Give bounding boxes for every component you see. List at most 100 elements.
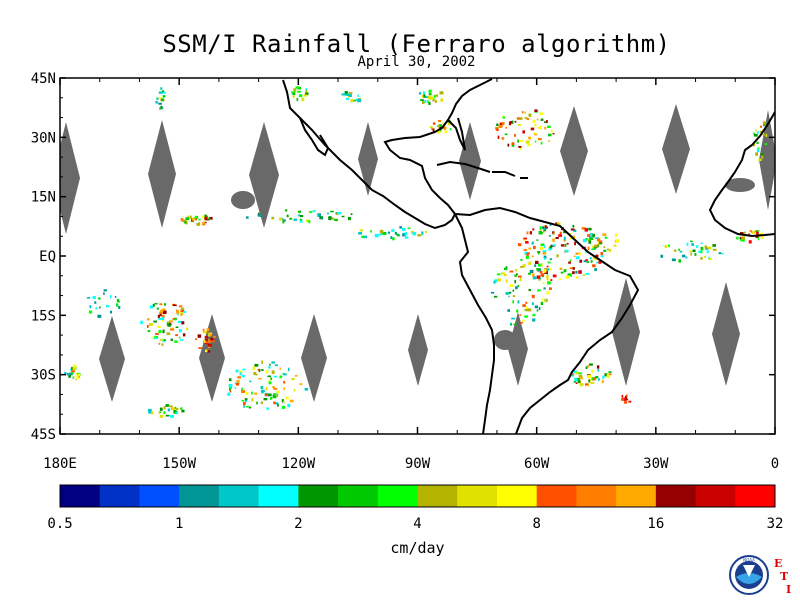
rain-pixel	[203, 331, 206, 333]
rain-pixel	[558, 278, 562, 280]
rain-pixel	[245, 391, 249, 396]
rain-pixel	[291, 378, 295, 381]
no-data-swath	[759, 110, 775, 210]
rain-pixel	[168, 405, 173, 408]
rain-pixel	[585, 383, 589, 386]
rain-pixel	[194, 215, 199, 219]
rain-pixel	[175, 334, 178, 337]
rain-pixel	[103, 292, 105, 295]
rain-pixel	[501, 115, 504, 117]
rain-pixel	[160, 98, 165, 102]
rain-pixel	[534, 124, 537, 127]
rain-pixel	[283, 380, 286, 384]
rain-pixel	[756, 231, 758, 235]
rain-pixel	[511, 142, 515, 146]
rain-pixel	[149, 323, 153, 326]
rain-pixel	[272, 386, 276, 389]
no-data-swath	[60, 122, 80, 234]
rain-pixel	[287, 367, 290, 372]
rain-pixel	[236, 380, 240, 384]
rain-pixel	[601, 379, 604, 384]
rain-pixel	[291, 91, 295, 94]
rain-pixel	[254, 363, 259, 367]
rain-pixel	[241, 387, 243, 390]
rain-pixel	[508, 291, 512, 294]
colorbar-swatch	[179, 485, 220, 507]
rain-pixel	[764, 143, 768, 145]
rain-pixel	[359, 229, 364, 232]
rain-pixel	[497, 278, 501, 282]
rain-pixel	[671, 258, 676, 262]
rain-pixel	[77, 373, 81, 377]
rain-pixel	[533, 318, 536, 322]
lat-label: 45N	[31, 71, 56, 87]
rain-pixel	[174, 340, 178, 343]
rain-pixel	[552, 244, 556, 247]
rain-pixel	[568, 261, 571, 264]
rain-pixel	[582, 274, 586, 276]
rain-pixel	[391, 229, 395, 232]
rain-pixel	[195, 338, 197, 341]
rain-pixel	[765, 133, 768, 137]
rain-pixel	[341, 93, 346, 96]
rain-pixel	[286, 396, 289, 400]
rain-pixel	[299, 220, 303, 223]
rain-pixel	[520, 322, 523, 324]
rain-pixel	[542, 281, 545, 285]
rain-pixel	[531, 255, 534, 258]
rain-pixel	[546, 226, 548, 229]
rain-pixel	[536, 118, 539, 121]
rain-pixel	[504, 133, 508, 136]
rain-pixel	[159, 311, 163, 315]
rain-pixel	[353, 99, 357, 102]
rain-pixel	[741, 236, 745, 240]
rain-pixel	[381, 233, 384, 235]
rain-pixel	[404, 236, 409, 239]
rain-pixel	[229, 387, 231, 391]
rain-pixel	[517, 139, 519, 143]
rain-pixel	[493, 280, 496, 284]
rain-pixel	[587, 234, 591, 237]
rain-pixel	[421, 231, 424, 235]
rain-pixel	[118, 306, 121, 309]
rain-pixel	[594, 246, 598, 249]
rain-pixel	[273, 388, 278, 390]
rain-pixel	[165, 404, 169, 407]
rain-pixel	[205, 342, 208, 345]
rain-pixel	[243, 404, 245, 408]
rain-pixel	[211, 340, 215, 343]
rain-pixel	[181, 409, 185, 413]
lon-label: 90W	[405, 456, 431, 472]
rain-pixel	[520, 266, 524, 268]
rain-pixel	[674, 249, 677, 252]
rain-pixel	[346, 93, 350, 96]
rain-pixel	[72, 367, 77, 371]
rain-pixel	[404, 232, 408, 236]
rain-pixel	[282, 220, 285, 224]
rain-pixel	[341, 215, 345, 218]
rain-pixel	[160, 309, 164, 312]
rain-pixel	[163, 310, 166, 315]
rain-pixel	[526, 253, 529, 257]
rain-pixel	[739, 236, 742, 240]
rain-pixel	[597, 369, 600, 372]
no-data-swath	[560, 106, 588, 196]
rain-pixel	[89, 305, 92, 309]
rain-pixel	[587, 365, 589, 368]
rain-pixel	[252, 366, 256, 371]
rain-pixel	[753, 132, 756, 136]
rain-pixel	[75, 378, 77, 381]
rain-pixel	[589, 382, 592, 384]
rain-pixel	[116, 299, 120, 302]
rain-pixel	[524, 117, 528, 119]
rain-pixel	[563, 238, 566, 242]
rain-pixel	[429, 96, 434, 100]
rain-pixel	[546, 275, 549, 279]
rain-pixel	[162, 95, 166, 98]
coastlines	[282, 78, 775, 434]
rainfall-field	[64, 86, 768, 418]
rain-pixel	[514, 120, 517, 123]
rain-pixel	[532, 273, 535, 277]
rain-pixel	[278, 217, 283, 221]
rain-pixel	[512, 295, 516, 297]
